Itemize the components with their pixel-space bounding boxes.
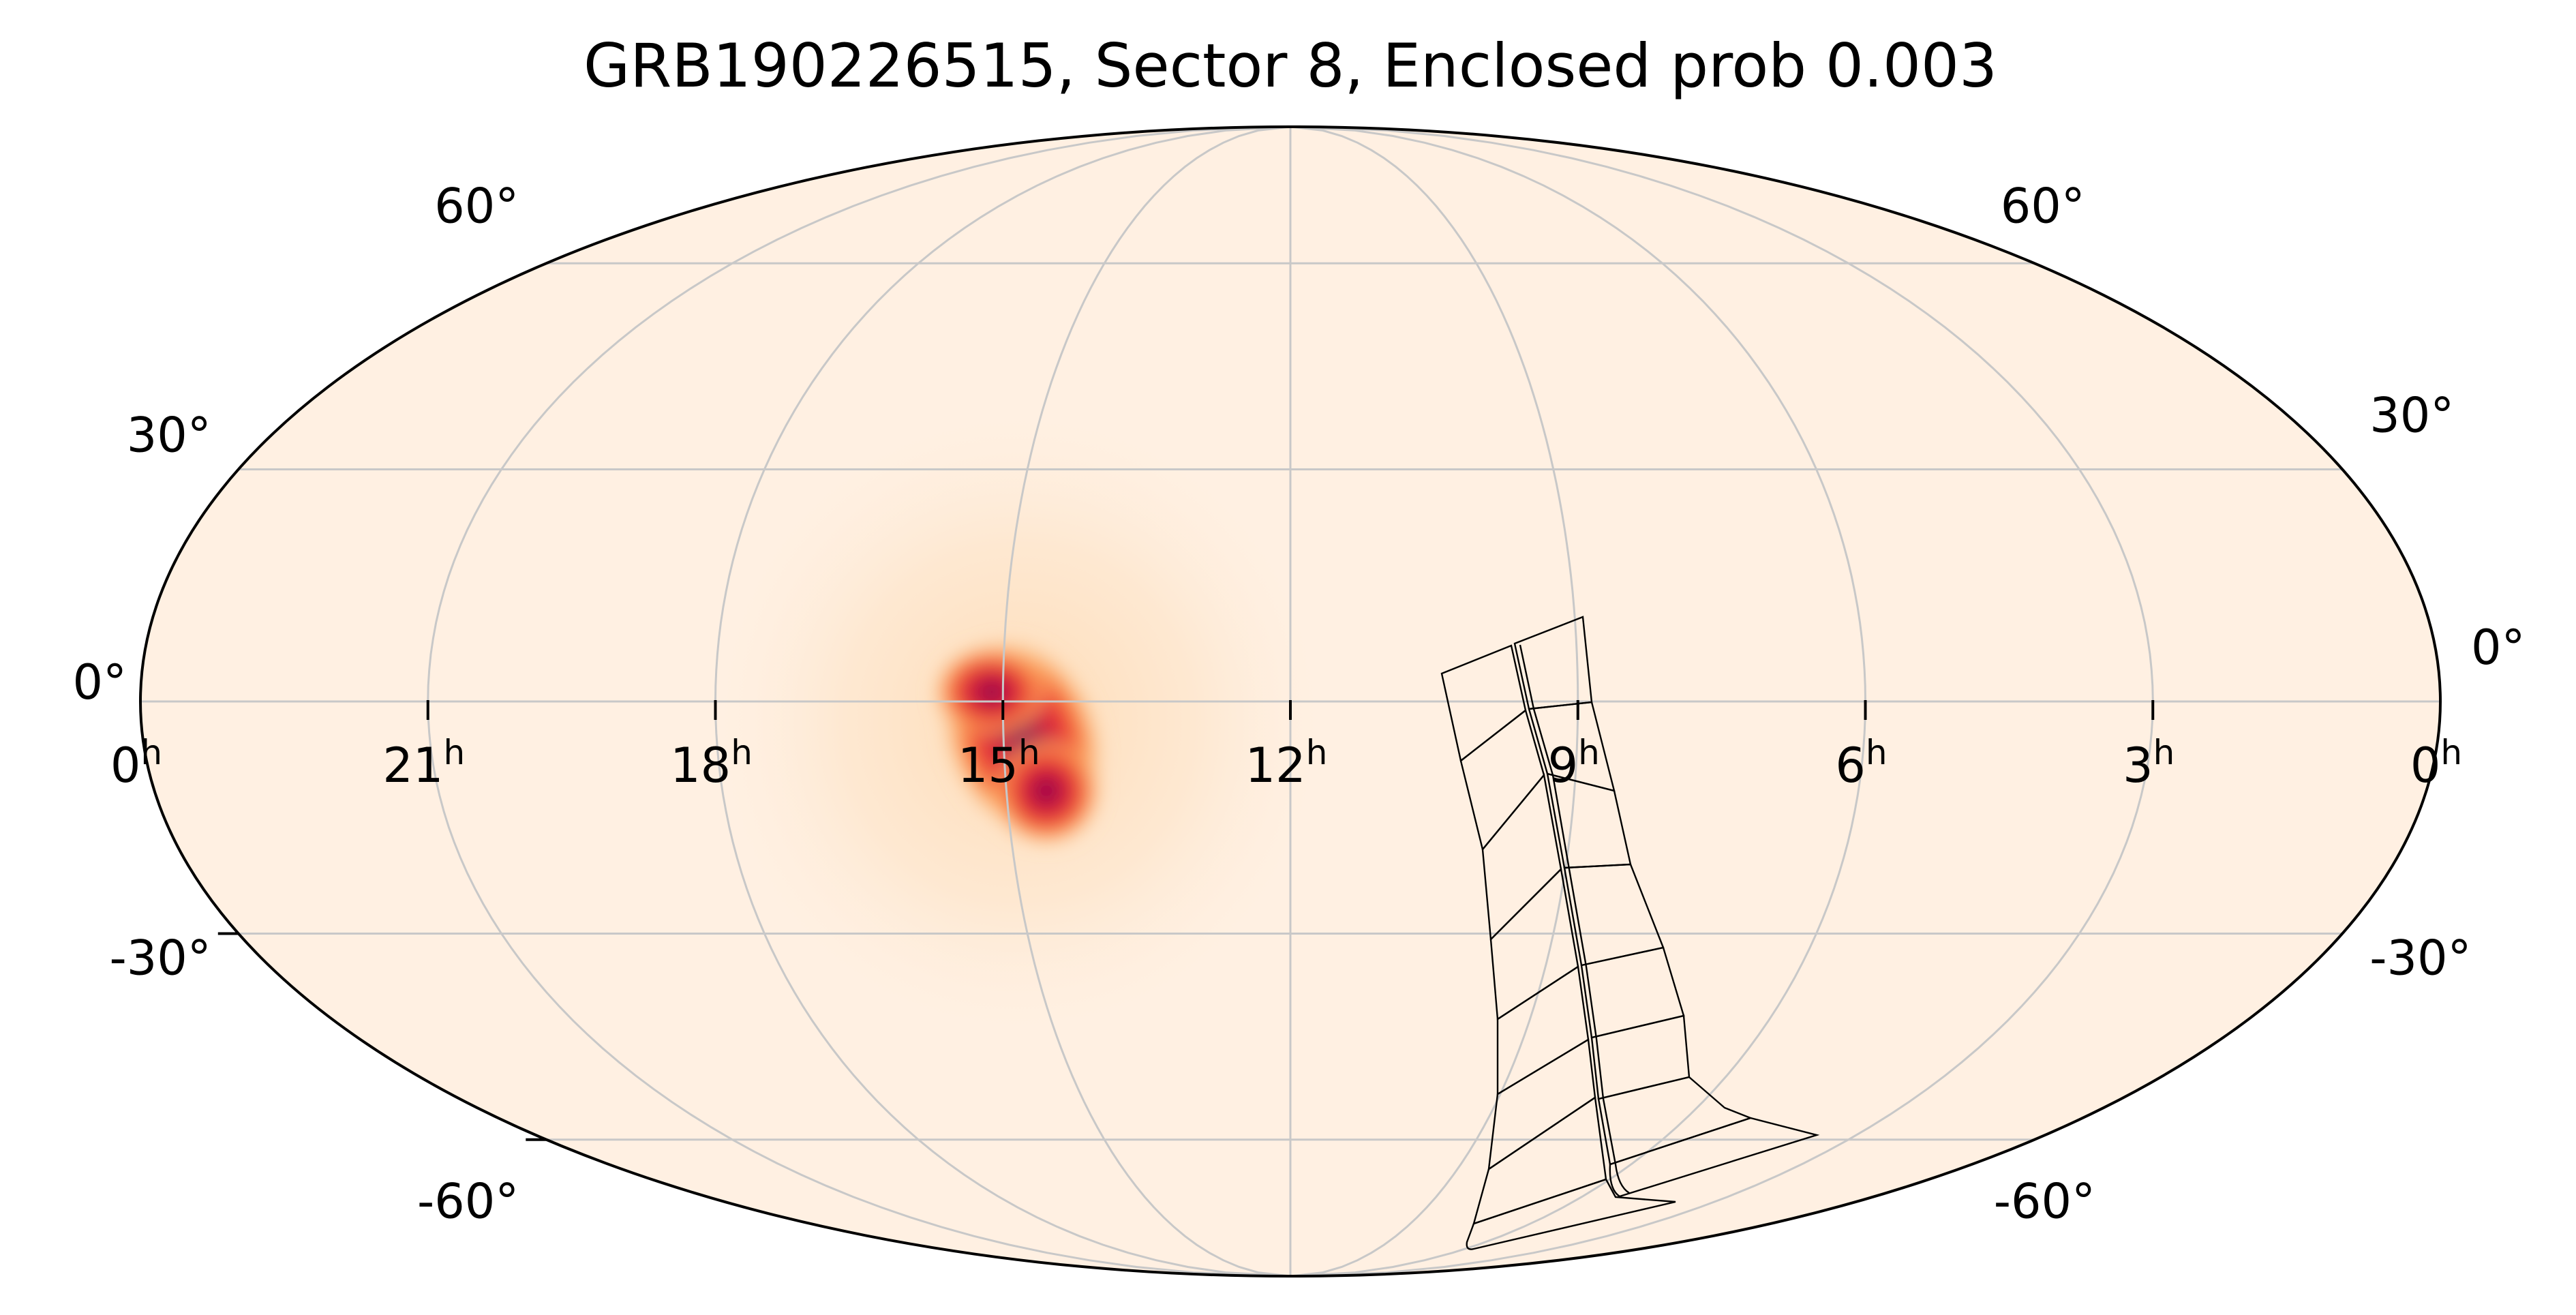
sector-footprint — [1440, 616, 1820, 1250]
left-dec-label: -60° — [417, 1174, 519, 1230]
right-dec-label: -60° — [1994, 1174, 2095, 1230]
ra-tick-label: 15h — [958, 733, 1040, 793]
ra-tick-label: 6h — [1835, 733, 1887, 793]
ccd-tile — [1466, 1178, 1676, 1250]
probability-peak — [934, 638, 1104, 845]
right-dec-label: 30° — [2369, 387, 2454, 443]
dec-tick-labels: 60° 30° 0° -30° -60° 60° 30° 0° -30° -60° — [72, 178, 2525, 1229]
ra-tick-labels: 0h 21h 18h 15h 12h 9h 6h 3h 0h — [110, 733, 2462, 793]
ra-tick-label: 0h — [2410, 733, 2462, 793]
ra-tick-label: 3h — [2123, 733, 2175, 793]
strip-gap-line — [1519, 644, 1630, 1194]
axis-ticks — [217, 700, 2155, 1141]
ccd-tile — [1597, 1076, 1753, 1166]
ccd-tile — [1609, 1117, 1820, 1198]
figure-title: GRB190226515, Sector 8, Enclosed prob 0.… — [584, 31, 1997, 101]
right-dec-label: -30° — [2369, 931, 2471, 986]
ra-tick-label: 9h — [1548, 733, 1600, 793]
sky-boundary — [139, 125, 2442, 1278]
ra-tick-label: 21h — [382, 733, 465, 793]
ra-tick-label: 18h — [670, 733, 753, 793]
ra-tick-label: 0h — [110, 733, 162, 793]
left-dec-label: 30° — [127, 407, 211, 463]
right-dec-label: 60° — [2001, 178, 2085, 234]
right-dec-label: 0° — [2471, 620, 2526, 676]
probability-layer — [699, 395, 1339, 1050]
left-dec-label: -30° — [109, 931, 211, 986]
left-dec-label: 60° — [434, 178, 519, 234]
left-dec-label: 0° — [72, 654, 127, 710]
ra-tick-label: 12h — [1245, 733, 1328, 793]
